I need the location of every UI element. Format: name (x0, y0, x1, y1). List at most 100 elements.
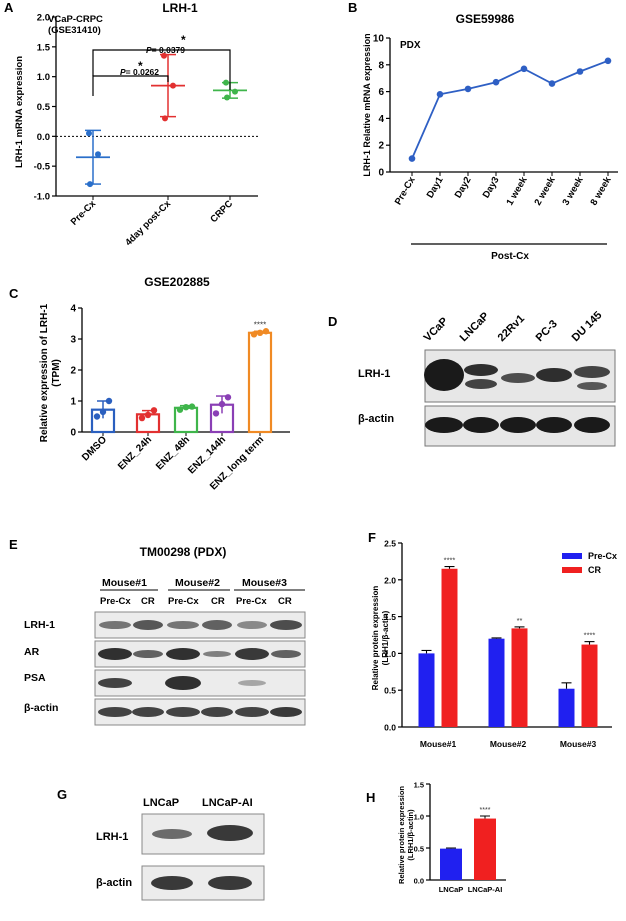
chart-f-ytick-label: 0.0 (384, 723, 396, 733)
chart-f-bar (418, 653, 435, 727)
chart-c-point (138, 414, 146, 422)
chart-b-title: GSE59986 (456, 12, 515, 26)
chart-a-dataset2: (GSE31410) (48, 25, 101, 36)
blot-e-cond: CR (141, 596, 155, 607)
chart-a-xtick-label: 4day post-Cx (123, 198, 173, 248)
blot-e-row-1: LRH-1 (24, 619, 55, 631)
chart-c-xtick-label: ENZ_24h (116, 434, 154, 472)
chart-b-xtick-label: Pre-Cx (393, 174, 418, 207)
chart-h: Relative protein expression (LRH1/β-acti… (397, 781, 506, 894)
chart-c-point (93, 413, 101, 420)
chart-a-point (162, 115, 168, 122)
blot-g-band (152, 829, 192, 839)
chart-c-xtick-label: DMSO (80, 434, 109, 463)
chart-a-ytick-label: 2.0 (37, 13, 50, 24)
chart-h-ytick-label: 0.5 (414, 845, 424, 854)
blot-d-row-2: β-actin (358, 413, 394, 425)
chart-b-point (408, 155, 416, 162)
chart-h-ytick-label: 1.5 (414, 781, 424, 790)
chart-a-sig-1: * (138, 59, 143, 73)
chart-a-point (170, 82, 176, 89)
panel-label-g: G (57, 787, 68, 802)
chart-b-point (604, 57, 612, 65)
chart-a-p2: P= 0.0379 (146, 45, 185, 55)
chart-b-point (464, 85, 472, 93)
blot-e-row-2: AR (24, 646, 40, 658)
chart-a-ytick-label: 1.5 (37, 42, 51, 53)
chart-a-point (161, 52, 167, 59)
blot-g-lane-2: LNCaP-AI (202, 797, 253, 809)
blot-d-band (425, 417, 463, 433)
blot-e-cond: CR (278, 596, 292, 607)
chart-c-point (188, 403, 196, 410)
panel-label-h: H (366, 790, 376, 805)
chart-f-xtick-label: Mouse#3 (560, 739, 597, 749)
chart-b-point (576, 68, 584, 75)
chart-b-xtick-label: Day3 (481, 175, 502, 200)
chart-c-ytick-label: 4 (70, 304, 76, 315)
blot-g-band (151, 876, 193, 890)
chart-b-point (520, 65, 528, 73)
chart-f-legend-swatch-1 (562, 553, 582, 559)
blot-g: LNCaP LNCaP-AI LRH-1 β-actin (80, 792, 320, 912)
chart-a-bracket-1 (92, 75, 169, 96)
blot-d-band (500, 417, 536, 433)
chart-a-ytick-label: 1.0 (37, 72, 50, 83)
chart-a-point (223, 79, 229, 86)
chart-f-ylabel-2: (LRH1/β-actin) (381, 610, 390, 665)
chart-f-legend-swatch-2 (562, 567, 582, 573)
blot-d-lane-1: VCaP (422, 315, 451, 344)
chart-c-ytick-label: 2 (70, 366, 76, 377)
chart-c-point (218, 400, 226, 408)
chart-b-point (492, 78, 500, 86)
blot-d-band (424, 359, 464, 391)
chart-h-ylabel-1: Relative protein expression (397, 786, 406, 884)
chart-f-bar (488, 638, 505, 727)
blot-d-band (465, 379, 497, 389)
chart-f-sig: **** (584, 631, 596, 640)
chart-a: LRH-1 VCaP-CRPC (GSE31410) LRH-1 mRNA ex… (14, 1, 258, 248)
panel-label-b: B (348, 0, 358, 15)
chart-f-ytick-label: 1.5 (384, 612, 396, 622)
blot-d-band (536, 417, 572, 433)
blot-e-row-4: β-actin (24, 702, 58, 714)
chart-a-point (224, 94, 230, 101)
chart-a-point (86, 130, 92, 137)
chart-b-inset: PDX (400, 40, 421, 51)
blot-d-band (463, 417, 499, 433)
blot-e-cond: Pre-Cx (168, 596, 199, 607)
blot-e-cond: Pre-Cx (236, 596, 267, 607)
chart-h-ytick-label: 0.0 (414, 877, 424, 886)
chart-b-ytick-label: 8 (378, 60, 384, 71)
chart-f-ytick-label: 2.0 (384, 575, 396, 585)
chart-b-xtick-label: 1 week (504, 174, 529, 207)
chart-c-bar (247, 331, 273, 434)
panel-label-a: A (4, 0, 14, 15)
chart-a-sig-2: * (181, 33, 186, 47)
blot-e-cond: Pre-Cx (100, 596, 131, 607)
chart-c-point (150, 407, 158, 414)
blot-d-band (464, 364, 498, 376)
chart-b-xtick-label: Day2 (453, 175, 474, 200)
chart-a-point (95, 151, 101, 158)
blot-g-band (208, 876, 252, 890)
chart-c-point (182, 404, 190, 411)
chart-f-bar (511, 628, 528, 727)
chart-a-xtick-label: Pre-Cx (69, 198, 99, 228)
chart-f-ytick-label: 1.0 (384, 649, 396, 659)
blot-e-mouse-3: Mouse#3 (242, 577, 287, 589)
chart-b-ytick-label: 4 (378, 114, 384, 125)
chart-b-xtick-label: 3 week (560, 174, 585, 207)
chart-b-ytick-label: 2 (378, 141, 384, 152)
chart-a-point (232, 88, 238, 95)
chart-c-point (212, 410, 220, 417)
blot-e-mouse-1: Mouse#1 (102, 577, 147, 589)
blot-d-lane-3: 22Rv1 (496, 313, 527, 344)
chart-h-xtick-label: LNCaP-AI (468, 885, 503, 894)
chart-a-ylabel: LRH-1 mRNA expression (14, 56, 25, 168)
chart-h-bar (474, 818, 496, 880)
blot-d-band (577, 382, 607, 390)
chart-f-legend-2: CR (588, 565, 601, 575)
chart-b-xtick-label: 2 week (532, 174, 557, 207)
chart-h-sig: **** (480, 807, 491, 814)
